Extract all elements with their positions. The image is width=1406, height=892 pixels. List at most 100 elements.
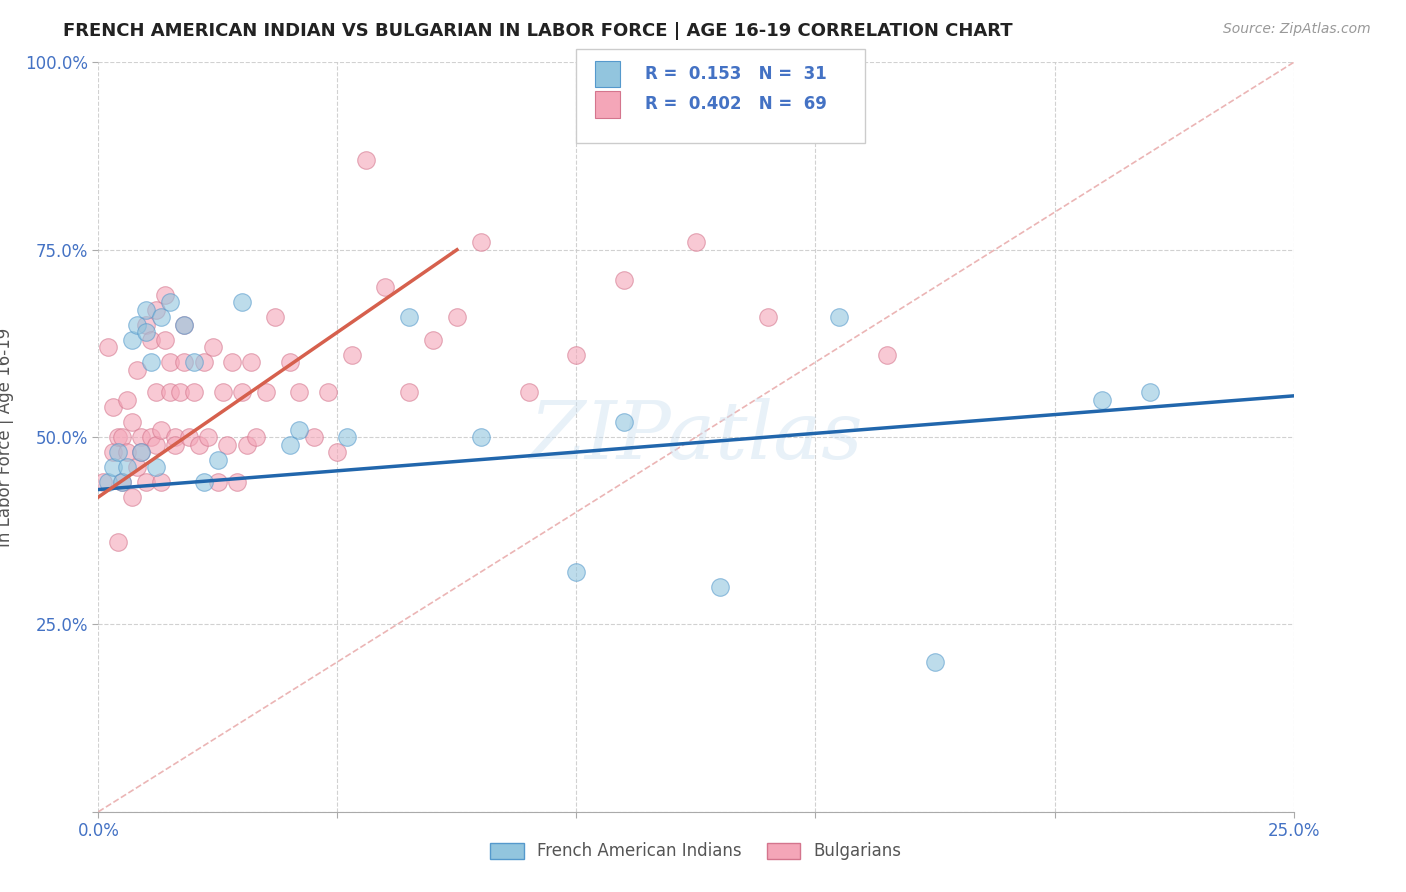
Point [131, 430, 153, 444]
Point [149, 310, 172, 325]
Point [756, 310, 779, 325]
Point [709, 580, 731, 594]
Point [91, 475, 114, 489]
Point [183, 355, 205, 369]
Point [145, 460, 167, 475]
Point [221, 355, 243, 369]
Point [374, 280, 396, 294]
Point [254, 385, 277, 400]
Point [159, 355, 181, 369]
Point [398, 385, 420, 400]
Point [211, 385, 233, 400]
Point [101, 460, 124, 475]
Legend: French American Indians, Bulgarians: French American Indians, Bulgarians [484, 836, 908, 867]
Point [173, 318, 195, 332]
Point [613, 273, 636, 287]
Point [1139, 385, 1161, 400]
Point [125, 318, 148, 332]
Point [207, 475, 229, 489]
Point [111, 475, 134, 489]
Point [288, 423, 311, 437]
Point [240, 355, 263, 369]
Point [354, 153, 377, 167]
Point [135, 318, 157, 332]
Point [924, 655, 946, 669]
Point [159, 385, 181, 400]
Point [121, 333, 143, 347]
Point [169, 385, 191, 400]
Point [115, 392, 138, 407]
Point [1091, 392, 1114, 407]
Point [231, 295, 253, 310]
Point [446, 310, 468, 325]
Point [685, 235, 707, 250]
Point [326, 445, 349, 459]
Point [197, 430, 219, 444]
Point [828, 310, 851, 325]
Point [278, 437, 301, 451]
Point [163, 430, 186, 444]
Text: FRENCH AMERICAN INDIAN VS BULGARIAN IN LABOR FORCE | AGE 16-19 CORRELATION CHART: FRENCH AMERICAN INDIAN VS BULGARIAN IN L… [63, 22, 1012, 40]
Point [202, 340, 225, 354]
Point [111, 430, 134, 444]
Point [131, 445, 153, 459]
Point [235, 437, 257, 451]
Point [135, 325, 157, 339]
Point [207, 452, 229, 467]
Point [876, 348, 898, 362]
Point [159, 295, 181, 310]
Point [121, 490, 143, 504]
Point [517, 385, 540, 400]
Point [193, 355, 215, 369]
Point [226, 475, 249, 489]
Point [470, 430, 492, 444]
Point [125, 362, 148, 376]
Point [139, 355, 162, 369]
Point [145, 385, 167, 400]
Point [340, 348, 363, 362]
Point [145, 302, 167, 317]
Point [193, 475, 215, 489]
Point [125, 460, 148, 475]
Point [288, 385, 311, 400]
Point [107, 430, 129, 444]
Point [245, 430, 267, 444]
Point [183, 385, 205, 400]
Point [217, 437, 239, 451]
Point [278, 355, 301, 369]
Point [302, 430, 325, 444]
Point [470, 235, 492, 250]
Text: ZIPatlas: ZIPatlas [529, 399, 863, 475]
Point [135, 475, 157, 489]
Y-axis label: In Labor Force | Age 16-19: In Labor Force | Age 16-19 [0, 327, 14, 547]
Text: Source: ZipAtlas.com: Source: ZipAtlas.com [1223, 22, 1371, 37]
Point [422, 333, 444, 347]
Point [187, 437, 209, 451]
Point [173, 318, 195, 332]
Point [231, 385, 253, 400]
Point [155, 287, 177, 301]
Point [107, 445, 129, 459]
Point [149, 475, 172, 489]
Point [111, 475, 134, 489]
Point [149, 423, 172, 437]
Point [139, 333, 162, 347]
Point [145, 437, 167, 451]
Point [139, 430, 162, 444]
Point [565, 565, 588, 579]
Point [115, 445, 138, 459]
Point [264, 310, 287, 325]
Point [613, 415, 636, 429]
Point [121, 415, 143, 429]
Point [97, 475, 120, 489]
Point [398, 310, 420, 325]
Point [135, 302, 157, 317]
Point [316, 385, 339, 400]
Point [179, 430, 201, 444]
Point [115, 460, 138, 475]
Point [163, 437, 186, 451]
Point [131, 445, 153, 459]
Point [565, 348, 588, 362]
Point [101, 400, 124, 414]
Point [97, 340, 120, 354]
